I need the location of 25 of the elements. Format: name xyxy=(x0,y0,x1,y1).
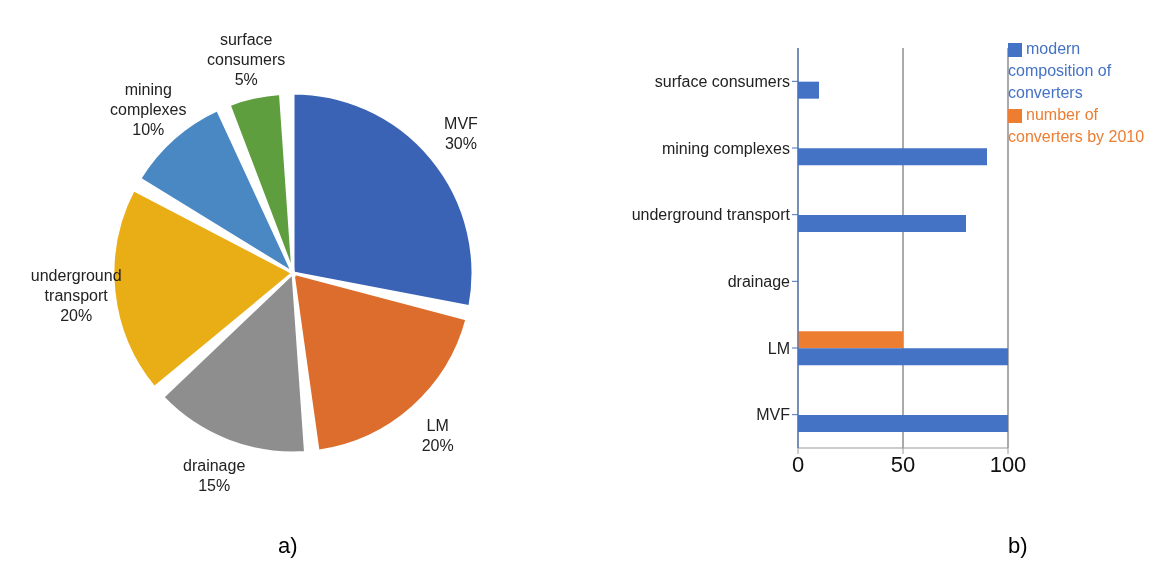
x-tick-label: 0 xyxy=(791,451,805,477)
legend-label: number of converters by 2010 xyxy=(1008,106,1145,145)
text: b) xyxy=(1008,533,1028,559)
text: a) xyxy=(278,533,298,559)
data-label: 30% xyxy=(444,135,477,153)
x-tick-label: 100 xyxy=(989,451,1027,477)
slice-label: MVF xyxy=(444,115,479,133)
data-label: 10% xyxy=(132,120,165,138)
data-label: 20% xyxy=(60,306,93,324)
slice-label: surface consumers xyxy=(207,31,286,69)
slice-label: LM xyxy=(426,417,449,435)
slice-label: mining complexes xyxy=(110,80,187,118)
data-label: 15% xyxy=(198,477,231,495)
y-tick-label: drainage xyxy=(727,273,791,291)
data-label: 20% xyxy=(421,437,454,455)
legend-label: modern composition of converters xyxy=(1008,40,1112,101)
y-tick-label: underground transport xyxy=(631,206,791,224)
y-tick-label: MVF xyxy=(756,406,791,424)
y-tick-label: LM xyxy=(767,339,790,357)
data-label: 5% xyxy=(234,71,258,89)
bar xyxy=(798,331,903,349)
y-tick-label: mining complexes xyxy=(661,139,790,157)
x-tick-label: 50 xyxy=(890,451,916,477)
slice-label: drainage xyxy=(183,457,246,475)
y-tick-label: surface consumers xyxy=(654,73,790,91)
